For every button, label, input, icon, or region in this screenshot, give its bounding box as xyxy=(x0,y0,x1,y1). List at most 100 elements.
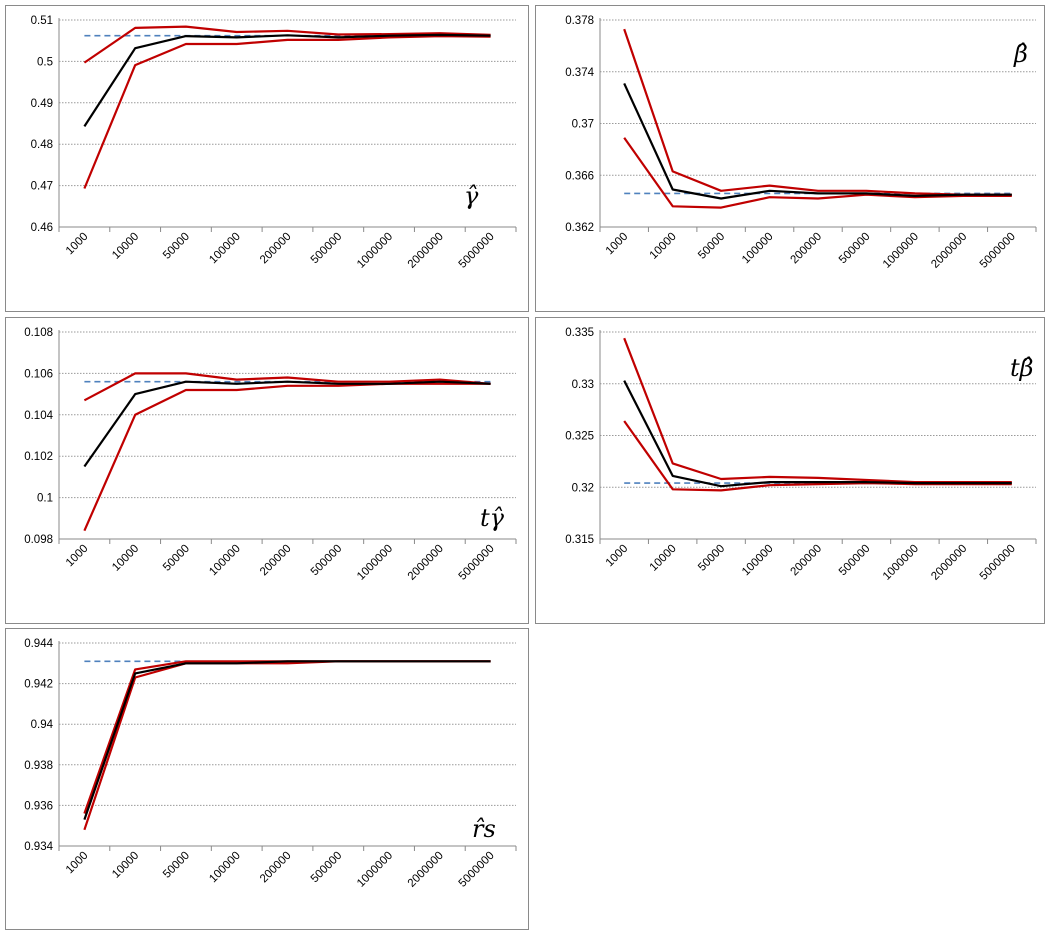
series-line-estimate xyxy=(83,380,491,468)
series-line-lower xyxy=(623,420,1012,492)
x-tick-label: 200000 xyxy=(258,850,294,886)
y-tick-label: 0.106 xyxy=(24,368,53,380)
x-tick-label: 10000 xyxy=(110,543,141,574)
series-line-lower xyxy=(83,382,491,532)
y-tick-label: 0.94 xyxy=(31,719,54,731)
y-tick-label: 0.51 xyxy=(31,15,53,27)
x-tick-label: 1000000 xyxy=(355,231,395,271)
series-line-estimate xyxy=(83,33,491,127)
y-tick-label: 0.374 xyxy=(565,67,594,79)
x-tick-label: 1000000 xyxy=(881,231,921,271)
chart-panel-t-beta: 0.315 0.32 0.325 0.33 0.335 1000 10000 50000 100… xyxy=(535,317,1045,624)
x-tick-label: 100000 xyxy=(207,850,243,886)
y-tick-label: 0.942 xyxy=(24,679,53,691)
x-tick-label: 2000000 xyxy=(929,543,969,583)
series-line-estimate xyxy=(623,380,1012,488)
y-tick-label: 0.102 xyxy=(24,451,53,463)
y-tick-label: 0.49 xyxy=(31,98,53,110)
series-line-estimate xyxy=(623,82,1012,200)
x-tick-label: 100000 xyxy=(740,231,776,267)
y-tick-label: 0.33 xyxy=(572,379,594,391)
chart-panel-t-gamma: 0.098 0.1 0.102 0.104 0.106 0.108 1000 10000 500… xyxy=(5,317,529,624)
chart-label: γ̂ xyxy=(464,182,479,210)
series-line-lower xyxy=(83,35,491,189)
x-tick-label: 5000000 xyxy=(978,231,1018,271)
chart-r-s: 0.934 0.936 0.938 0.94 0.942 0.944 1000 10000 50… xyxy=(24,638,517,890)
series-line-lower xyxy=(83,660,491,831)
x-tick-label: 200000 xyxy=(789,231,825,267)
x-tick-label: 5000000 xyxy=(457,231,497,271)
x-tick-label: 500000 xyxy=(309,543,345,579)
y-tick-label: 0.32 xyxy=(572,482,594,494)
y-tick-label: 0.335 xyxy=(565,327,594,339)
x-tick-label: 100000 xyxy=(207,231,243,267)
x-tick-label: 5000000 xyxy=(978,543,1018,583)
y-tick-label: 0.934 xyxy=(24,841,53,853)
x-tick-label: 1000000 xyxy=(355,850,395,890)
chart-t-beta: 0.315 0.32 0.325 0.33 0.335 1000 10000 50000 100… xyxy=(565,327,1037,583)
chart-label: tβ̂ xyxy=(1010,354,1034,382)
x-tick-label: 50000 xyxy=(696,543,727,574)
series-line-upper xyxy=(83,660,491,814)
x-tick-label: 200000 xyxy=(258,543,294,579)
x-tick-label: 500000 xyxy=(309,231,345,267)
y-tick-label: 0.46 xyxy=(31,222,53,234)
x-tick-label: 500000 xyxy=(309,850,345,886)
x-tick-label: 200000 xyxy=(258,231,294,267)
y-tick-label: 0.47 xyxy=(31,181,53,193)
x-tick-label: 500000 xyxy=(837,543,873,579)
y-tick-label: 0.936 xyxy=(24,800,53,812)
x-tick-label: 10000 xyxy=(110,850,141,881)
y-tick-label: 0.104 xyxy=(24,410,53,422)
series-line-upper xyxy=(83,25,491,64)
y-tick-label: 0.315 xyxy=(565,534,594,546)
chart-label: r̂s xyxy=(472,815,496,843)
chart-label: tγ̂ xyxy=(480,504,505,532)
series-line-estimate xyxy=(83,660,491,820)
x-tick-label: 1000 xyxy=(604,543,631,570)
chart-panel-gamma: 0.46 0.47 0.48 0.49 0.5 0.51 1000 10000 50000 100… xyxy=(5,5,529,312)
series-line-upper xyxy=(83,372,491,402)
y-tick-label: 0.378 xyxy=(565,15,594,27)
series-line-upper xyxy=(623,337,1012,484)
chart-panel-r-s: 0.934 0.936 0.938 0.94 0.942 0.944 1000 10000 50… xyxy=(5,628,529,930)
chart-panel-beta: 0.362 0.366 0.37 0.374 0.378 1000 10000 50000 10… xyxy=(535,5,1045,312)
y-tick-label: 0.48 xyxy=(31,139,53,151)
chart-beta: 0.362 0.366 0.37 0.374 0.378 1000 10000 50000 10… xyxy=(565,15,1037,271)
x-tick-label: 1000000 xyxy=(881,543,921,583)
x-tick-label: 1000000 xyxy=(355,543,395,583)
y-tick-label: 0.37 xyxy=(572,119,594,131)
y-tick-label: 0.938 xyxy=(24,760,53,772)
y-tick-label: 0.098 xyxy=(24,534,53,546)
chart-label: β̂ xyxy=(1013,40,1028,68)
x-tick-label: 5000000 xyxy=(457,850,497,890)
y-tick-label: 0.944 xyxy=(24,638,53,650)
x-tick-label: 1000 xyxy=(604,231,631,258)
y-tick-label: 0.108 xyxy=(24,327,53,339)
y-tick-label: 0.366 xyxy=(565,170,594,182)
x-tick-label: 10000 xyxy=(648,231,679,262)
x-tick-label: 1000 xyxy=(64,850,91,877)
chart-gamma: 0.46 0.47 0.48 0.49 0.5 0.51 1000 10000 50000 100… xyxy=(31,15,517,271)
chart-t-gamma: 0.098 0.1 0.102 0.104 0.106 0.108 1000 10000 500… xyxy=(24,327,517,583)
x-tick-label: 500000 xyxy=(837,231,873,267)
x-tick-label: 100000 xyxy=(740,543,776,579)
y-tick-label: 0.1 xyxy=(37,493,53,505)
x-tick-label: 10000 xyxy=(648,543,679,574)
y-tick-label: 0.325 xyxy=(565,431,594,443)
x-tick-label: 1000 xyxy=(64,543,91,570)
x-tick-label: 200000 xyxy=(789,543,825,579)
y-tick-label: 0.362 xyxy=(565,222,594,234)
x-tick-label: 50000 xyxy=(696,231,727,262)
x-tick-label: 2000000 xyxy=(406,231,446,271)
y-tick-label: 0.5 xyxy=(37,56,53,68)
x-tick-label: 50000 xyxy=(161,231,192,262)
x-tick-label: 50000 xyxy=(161,543,192,574)
x-tick-label: 100000 xyxy=(207,543,243,579)
x-tick-label: 50000 xyxy=(161,850,192,881)
x-tick-label: 2000000 xyxy=(929,231,969,271)
series-line-lower xyxy=(623,137,1012,209)
x-tick-label: 2000000 xyxy=(406,543,446,583)
x-tick-label: 2000000 xyxy=(406,850,446,890)
series-line-upper xyxy=(623,28,1012,196)
